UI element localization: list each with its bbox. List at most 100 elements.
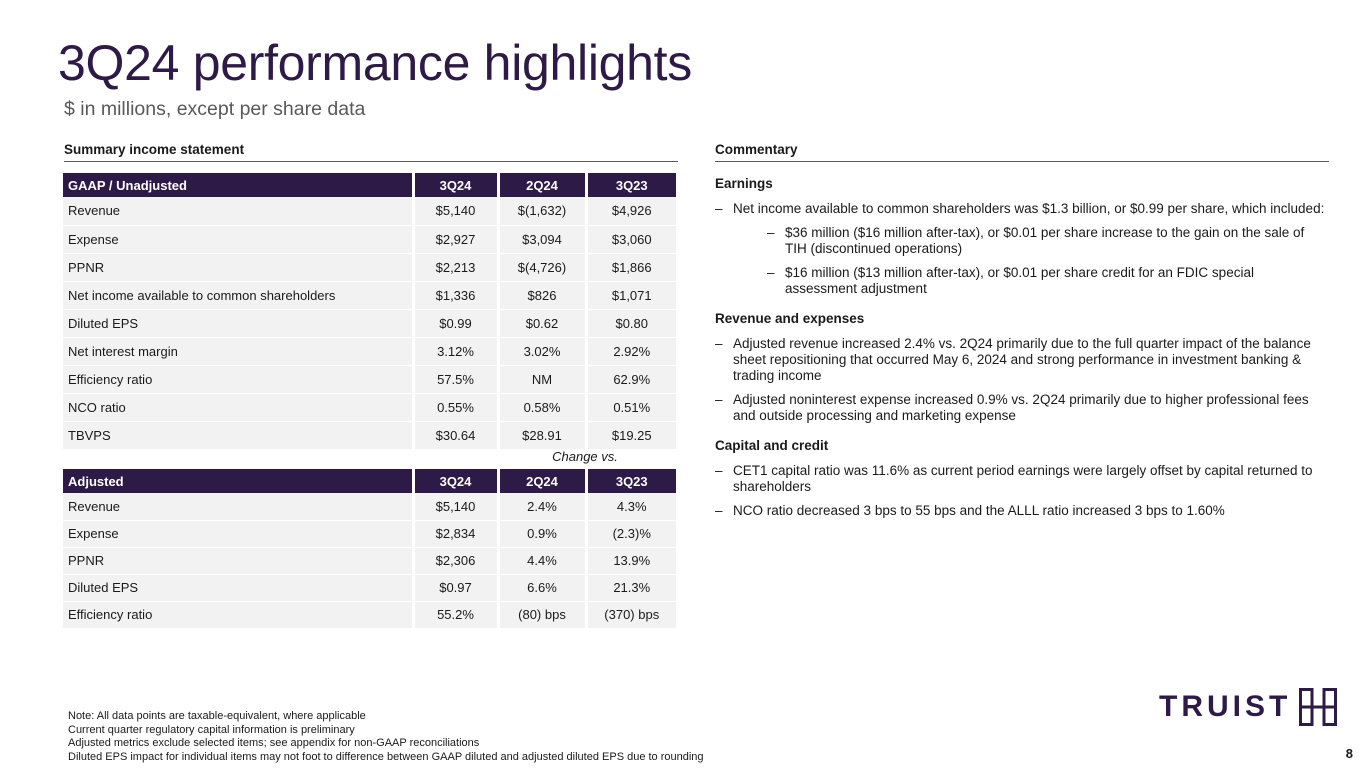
adjusted-header-row: Adjusted 3Q24 2Q24 3Q23 xyxy=(63,469,676,493)
row-label: Expense xyxy=(63,520,413,548)
revenue-section: Revenue and expenses – Adjusted revenue i… xyxy=(715,311,1329,424)
row-label: NCO ratio xyxy=(63,393,413,422)
column-header-period: 2Q24 xyxy=(496,469,586,493)
page-title: 3Q24 performance highlights xyxy=(58,35,692,91)
row-label: Expense xyxy=(63,225,413,254)
table-cell: 0.55% xyxy=(411,393,498,422)
footnote: Current quarter regulatory capital infor… xyxy=(68,723,355,736)
footnotes: Note: All data points are taxable-equiva… xyxy=(68,710,704,764)
summary-header: Summary income statement xyxy=(64,142,678,162)
footnote: Adjusted metrics exclude selected items;… xyxy=(68,737,480,749)
table-cell: (80) bps xyxy=(496,601,586,629)
page-number: 8 xyxy=(1345,746,1353,761)
row-label: Diluted EPS xyxy=(63,309,413,338)
table-cell: 0.9% xyxy=(496,520,586,548)
table-row: Net income available to common sharehold… xyxy=(63,281,676,310)
table-row: PPNR $2,306 4.4% 13.9% xyxy=(63,547,676,575)
commentary-sub-bullet: – $36 million ($16 million after-tax), or… xyxy=(767,225,1305,256)
column-header-period: 2Q24 xyxy=(496,173,586,197)
table-row: Expense $2,834 0.9% (2.3)% xyxy=(63,520,676,548)
table-cell: $1,071 xyxy=(584,281,676,310)
adjusted-table-body: Revenue $5,140 2.4% 4.3% Expense $2,834 0.9% (2… xyxy=(63,493,676,629)
commentary-header: Commentary xyxy=(715,142,1329,162)
row-label: Net income available to common sharehold… xyxy=(63,281,413,310)
commentary-bullet: – CET1 capital ratio was 11.6% as current… xyxy=(715,463,1313,494)
change-vs-label: Change vs. xyxy=(552,449,618,464)
table-cell: $4,926 xyxy=(584,197,676,226)
adjusted-table: Adjusted 3Q24 2Q24 3Q23 Revenue $5,140 2.4% 4.… xyxy=(63,469,676,629)
table-cell: 4.4% xyxy=(496,547,586,575)
table-cell: $1,336 xyxy=(411,281,498,310)
column-header-label: GAAP / Unadjusted xyxy=(63,173,413,197)
table-row: NCO ratio 0.55% 0.58% 0.51% xyxy=(63,393,676,422)
table-cell: $5,140 xyxy=(411,197,498,226)
table-cell: $3,094 xyxy=(496,225,586,254)
table-cell: 3.12% xyxy=(411,337,498,366)
table-cell: 2.92% xyxy=(584,337,676,366)
column-header-period: 3Q24 xyxy=(411,469,498,493)
table-row: Diluted EPS $0.99 $0.62 $0.80 xyxy=(63,309,676,338)
table-cell: 13.9% xyxy=(584,547,676,575)
table-cell: $5,140 xyxy=(411,493,498,521)
table-cell: 4.3% xyxy=(584,493,676,521)
table-row: Efficiency ratio 55.2% (80) bps (370) bps xyxy=(63,601,676,629)
table-cell: 3.02% xyxy=(496,337,586,366)
column-header-period: 3Q24 xyxy=(411,173,498,197)
column-header-period: 3Q23 xyxy=(584,173,676,197)
table-cell: $3,060 xyxy=(584,225,676,254)
commentary-bullet: – Net income available to common sharehol… xyxy=(715,201,1325,216)
row-label: Efficiency ratio xyxy=(63,365,413,394)
table-row: Diluted EPS $0.97 6.6% 21.3% xyxy=(63,574,676,602)
table-cell: $2,834 xyxy=(411,520,498,548)
column-header-label: Adjusted xyxy=(63,469,413,493)
table-cell: NM xyxy=(496,365,586,394)
truist-mark-icon xyxy=(1299,688,1338,726)
footnote: Note: All data points are taxable-equiva… xyxy=(68,710,366,722)
table-row: Net interest margin 3.12% 3.02% 2.92% xyxy=(63,337,676,366)
table-row: Revenue $5,140 2.4% 4.3% xyxy=(63,493,676,521)
capital-section: Capital and credit – CET1 capital ratio w… xyxy=(715,438,1329,519)
table-cell: $30.64 xyxy=(411,421,498,450)
table-row: Revenue $5,140 $(1,632) $4,926 xyxy=(63,197,676,226)
table-cell: 0.51% xyxy=(584,393,676,422)
revenue-heading: Revenue and expenses xyxy=(715,311,865,326)
table-cell: 55.2% xyxy=(411,601,498,629)
row-label: Efficiency ratio xyxy=(63,601,413,629)
commentary-bullet: – NCO ratio decreased 3 bps to 55 bps and… xyxy=(715,503,1225,518)
table-cell: (370) bps xyxy=(584,601,676,629)
row-label: Net interest margin xyxy=(63,337,413,366)
table-row: Efficiency ratio 57.5% NM 62.9% xyxy=(63,365,676,394)
commentary-bullet: – Adjusted noninterest expense increased … xyxy=(715,392,1309,423)
table-cell: $19.25 xyxy=(584,421,676,450)
logo-wordmark: TRUIST xyxy=(1159,690,1292,723)
table-cell: $2,306 xyxy=(411,547,498,575)
commentary-sub-bullet: – $16 million ($13 million after-tax), or… xyxy=(767,265,1254,296)
row-label: Diluted EPS xyxy=(63,574,413,602)
truist-logo: TRUIST xyxy=(1159,688,1338,726)
table-cell: 0.58% xyxy=(496,393,586,422)
earnings-heading: Earnings xyxy=(715,176,773,191)
gaap-table-body: Revenue $5,140 $(1,632) $4,926 Expense $2,927… xyxy=(63,197,676,450)
table-cell: 57.5% xyxy=(411,365,498,394)
table-cell: $0.99 xyxy=(411,309,498,338)
table-cell: $0.62 xyxy=(496,309,586,338)
page-subtitle: $ in millions, except per share data xyxy=(64,98,366,120)
gaap-header-row: GAAP / Unadjusted 3Q24 2Q24 3Q23 xyxy=(63,173,676,197)
table-cell: 2.4% xyxy=(496,493,586,521)
table-cell: $(4,726) xyxy=(496,253,586,282)
table-cell: $2,927 xyxy=(411,225,498,254)
table-cell: $28.91 xyxy=(496,421,586,450)
table-cell: $0.80 xyxy=(584,309,676,338)
table-row: TBVPS $30.64 $28.91 $19.25 xyxy=(63,421,676,450)
commentary-body: Earnings – Net income available to common… xyxy=(715,176,1329,533)
table-cell: $0.97 xyxy=(411,574,498,602)
table-cell: 21.3% xyxy=(584,574,676,602)
gaap-table: GAAP / Unadjusted 3Q24 2Q24 3Q23 Revenue $5,… xyxy=(63,173,676,450)
row-label: Revenue xyxy=(63,197,413,226)
table-cell: $826 xyxy=(496,281,586,310)
earnings-section: Earnings – Net income available to common… xyxy=(715,176,1329,297)
table-row: PPNR $2,213 $(4,726) $1,866 xyxy=(63,253,676,282)
row-label: TBVPS xyxy=(63,421,413,450)
row-label: PPNR xyxy=(63,547,413,575)
table-cell: 62.9% xyxy=(584,365,676,394)
